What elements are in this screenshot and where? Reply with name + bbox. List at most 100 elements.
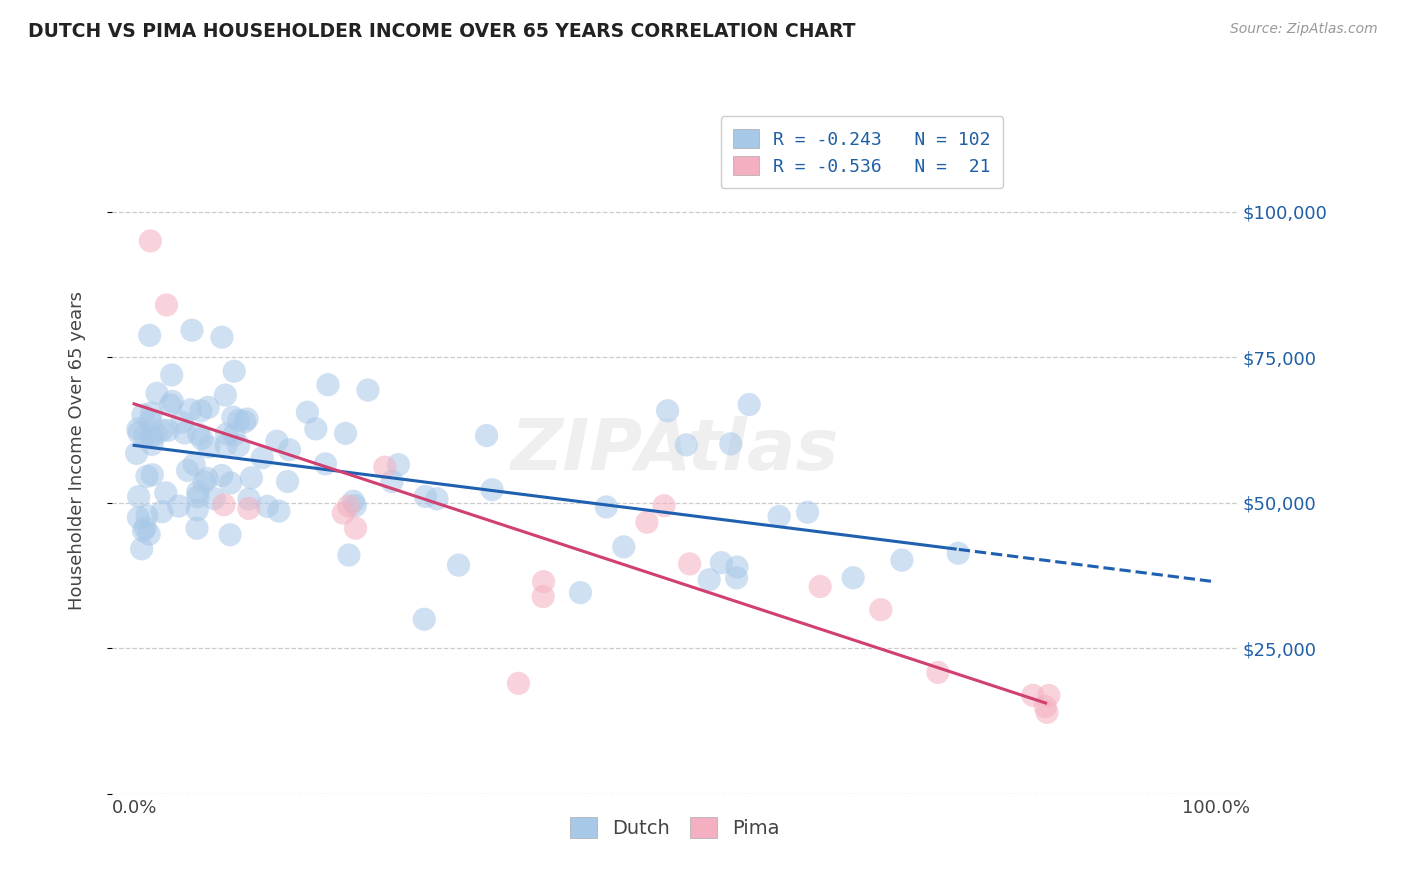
Point — [267, 504, 290, 518]
Point — [508, 676, 530, 690]
Point — [167, 499, 190, 513]
Point — [675, 438, 697, 452]
Point — [176, 463, 198, 477]
Point — [127, 510, 149, 524]
Point — [595, 500, 617, 514]
Point — [1036, 706, 1059, 720]
Point — [224, 427, 246, 442]
Point — [842, 571, 865, 585]
Point — [357, 383, 380, 397]
Point — [697, 573, 720, 587]
Point — [131, 541, 153, 556]
Point — [186, 521, 208, 535]
Point — [1038, 689, 1060, 703]
Point — [278, 442, 301, 457]
Point — [136, 469, 159, 483]
Point — [808, 580, 831, 594]
Point — [1022, 688, 1045, 702]
Point — [890, 553, 912, 567]
Point — [139, 429, 162, 443]
Point — [413, 612, 436, 626]
Point — [162, 394, 184, 409]
Point — [138, 328, 160, 343]
Point — [183, 458, 205, 472]
Point — [134, 428, 156, 442]
Point — [139, 414, 162, 428]
Point — [314, 457, 336, 471]
Point — [138, 527, 160, 541]
Point — [215, 438, 238, 452]
Point — [236, 412, 259, 426]
Point — [297, 405, 319, 419]
Point — [725, 560, 748, 574]
Point — [447, 558, 470, 573]
Point — [150, 505, 173, 519]
Point — [125, 446, 148, 460]
Text: DUTCH VS PIMA HOUSEHOLDER INCOME OVER 65 YEARS CORRELATION CHART: DUTCH VS PIMA HOUSEHOLDER INCOME OVER 65… — [28, 22, 856, 41]
Point — [679, 557, 702, 571]
Point — [768, 509, 790, 524]
Point — [159, 398, 181, 412]
Point — [190, 404, 212, 418]
Point — [337, 499, 360, 513]
Point — [181, 323, 204, 337]
Point — [305, 422, 328, 436]
Point — [141, 437, 163, 451]
Point — [212, 498, 235, 512]
Point — [187, 484, 209, 499]
Point — [344, 521, 367, 535]
Legend: Dutch, Pima: Dutch, Pima — [562, 809, 787, 846]
Point — [869, 602, 891, 616]
Point — [132, 408, 155, 422]
Point — [948, 546, 970, 560]
Text: ZIPAtlas: ZIPAtlas — [510, 416, 839, 485]
Point — [198, 440, 221, 454]
Point — [533, 574, 555, 589]
Point — [738, 398, 761, 412]
Point — [193, 475, 215, 489]
Point — [224, 364, 246, 378]
Point — [179, 402, 201, 417]
Point — [927, 665, 949, 680]
Point — [157, 423, 180, 437]
Point — [569, 585, 592, 599]
Point — [128, 490, 150, 504]
Point — [238, 492, 260, 507]
Point — [238, 501, 260, 516]
Point — [219, 475, 242, 490]
Point — [796, 505, 818, 519]
Point — [332, 506, 354, 520]
Point — [1033, 699, 1056, 714]
Point — [374, 460, 396, 475]
Point — [426, 491, 449, 506]
Point — [211, 330, 233, 344]
Point — [127, 422, 149, 436]
Point — [202, 491, 225, 506]
Point — [475, 428, 498, 442]
Point — [481, 483, 503, 497]
Y-axis label: Householder Income Over 65 years: Householder Income Over 65 years — [67, 291, 86, 610]
Point — [240, 471, 263, 485]
Point — [228, 413, 250, 427]
Point — [211, 468, 233, 483]
Point — [266, 434, 288, 449]
Point — [250, 450, 273, 465]
Point — [139, 234, 162, 248]
Point — [132, 524, 155, 538]
Point — [342, 494, 364, 508]
Point — [173, 425, 195, 440]
Point — [145, 427, 167, 442]
Point — [146, 386, 169, 401]
Point — [187, 490, 209, 504]
Point — [335, 426, 357, 441]
Point — [141, 467, 163, 482]
Point — [219, 527, 242, 541]
Point — [190, 432, 212, 446]
Point — [195, 471, 218, 485]
Point — [256, 500, 278, 514]
Text: Source: ZipAtlas.com: Source: ZipAtlas.com — [1230, 22, 1378, 37]
Point — [134, 520, 156, 534]
Point — [613, 540, 636, 554]
Point — [387, 458, 409, 472]
Point — [381, 475, 404, 489]
